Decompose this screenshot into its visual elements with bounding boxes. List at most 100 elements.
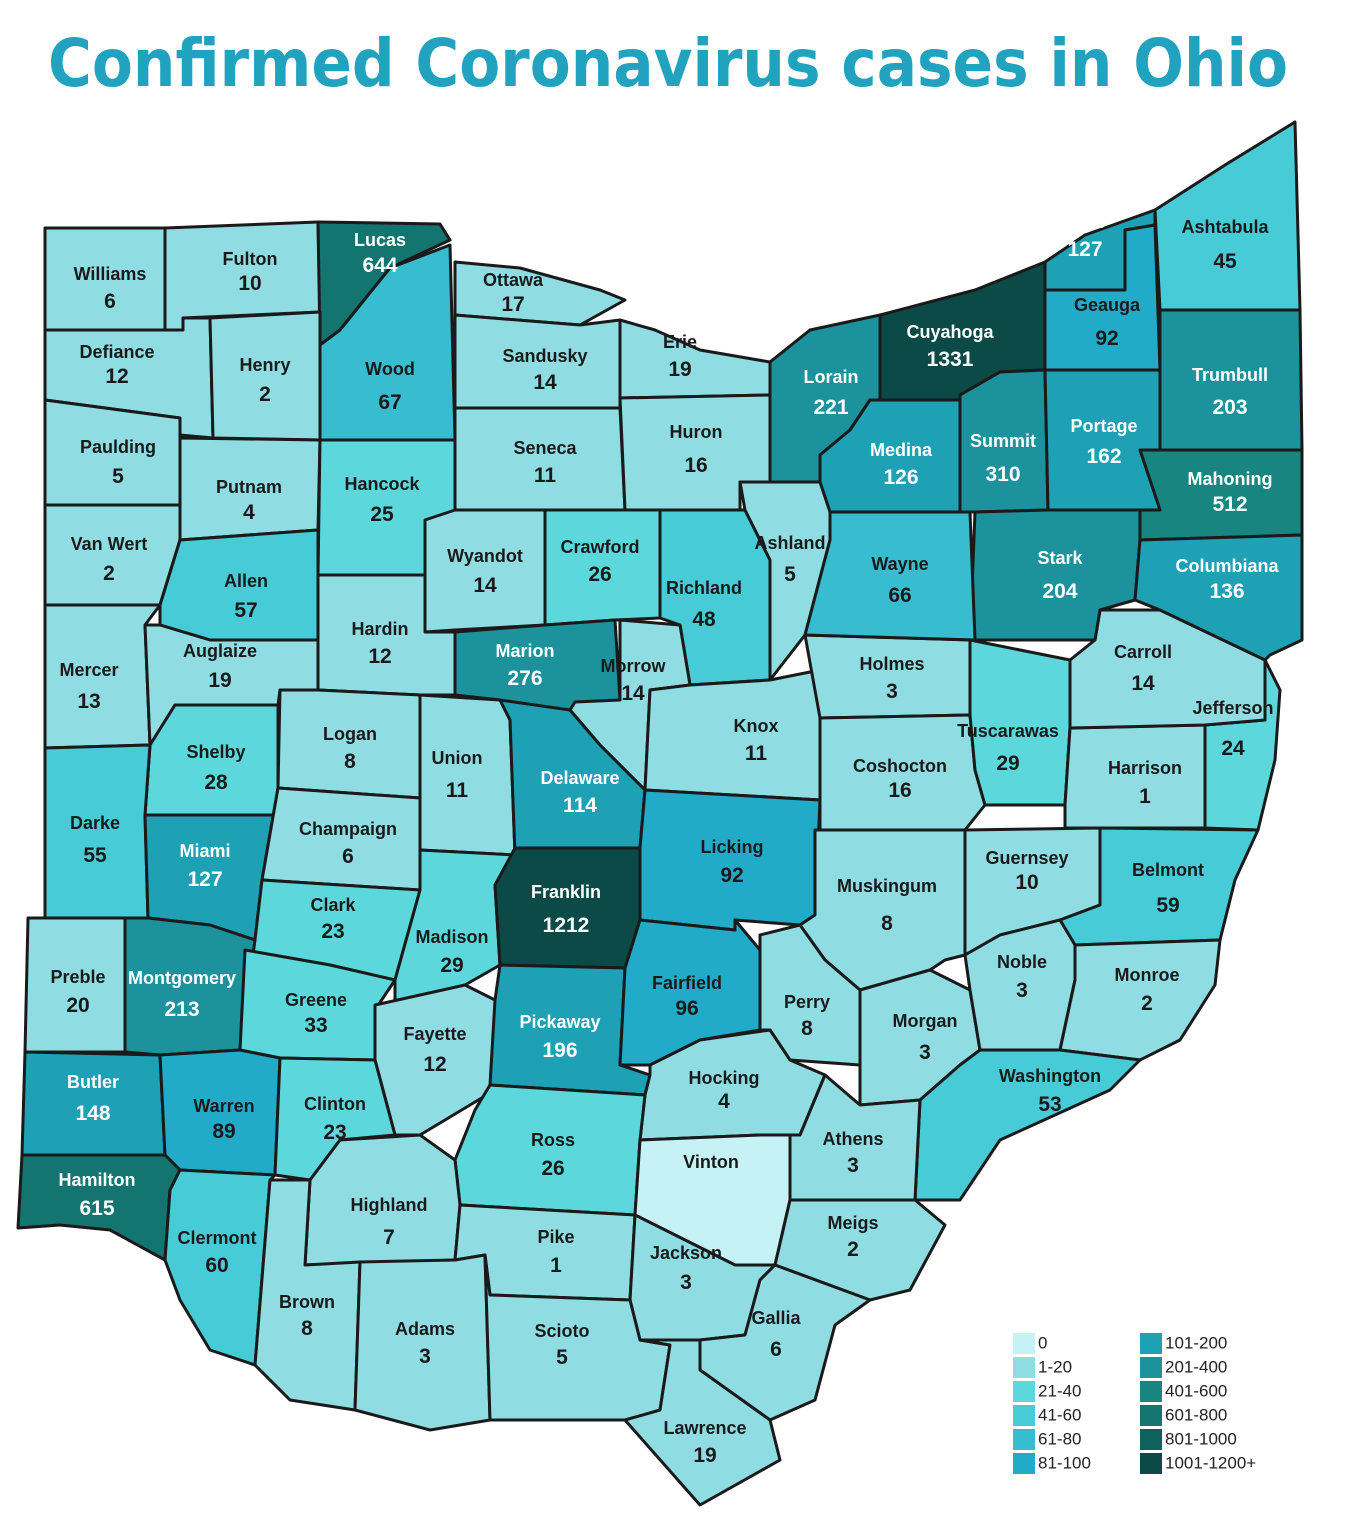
county-name: Clinton xyxy=(304,1094,366,1114)
county-name: Richland xyxy=(666,578,742,598)
county-value: 615 xyxy=(79,1197,114,1220)
county-value: 16 xyxy=(888,779,911,802)
county-name: Harrison xyxy=(1108,758,1182,778)
county-value: 1 xyxy=(550,1254,562,1277)
county-value: 8 xyxy=(881,912,893,935)
county-value: 213 xyxy=(164,998,199,1021)
county-name: Clermont xyxy=(177,1228,256,1248)
county-value: 20 xyxy=(66,994,89,1017)
county-name: Carroll xyxy=(1114,642,1172,662)
county-value: 60 xyxy=(205,1254,228,1277)
county-name: Wyandot xyxy=(447,546,523,566)
county-value: 89 xyxy=(212,1120,235,1143)
county-name: Van Wert xyxy=(71,534,148,554)
county-value: 92 xyxy=(1095,327,1118,350)
county-value: 6 xyxy=(770,1338,782,1361)
county-name: Tuscarawas xyxy=(957,721,1059,741)
county-name: Mahoning xyxy=(1188,469,1273,489)
county-value: 3 xyxy=(919,1041,931,1064)
county-name: Franklin xyxy=(531,882,601,902)
legend-swatch xyxy=(1013,1381,1035,1402)
county-value: 17 xyxy=(501,293,524,316)
legend-label: 1001-1200+ xyxy=(1165,1453,1256,1472)
county-value: 16 xyxy=(684,454,707,477)
county-name: Greene xyxy=(285,990,347,1010)
legend-swatch xyxy=(1140,1333,1162,1354)
county-value: 644 xyxy=(362,254,397,277)
county-name: Huron xyxy=(670,422,723,442)
county-value: 6 xyxy=(104,290,116,313)
county-value: 4 xyxy=(243,501,255,524)
county xyxy=(913,1048,1142,1202)
county-name: Highland xyxy=(351,1195,428,1215)
county-name: Lawrence xyxy=(663,1418,746,1438)
county-name: Licking xyxy=(700,837,763,857)
county-value: 10 xyxy=(238,272,261,295)
county-value: 204 xyxy=(1042,580,1077,603)
county-name: Knox xyxy=(734,716,779,736)
county-name: Miami xyxy=(179,841,230,861)
county xyxy=(208,310,322,442)
county xyxy=(643,668,822,802)
county-name: Vinton xyxy=(683,1152,739,1172)
county xyxy=(353,1253,492,1432)
county-value: 127 xyxy=(187,868,222,891)
county-name: Jefferson xyxy=(1192,698,1273,718)
county-value: 6 xyxy=(342,845,354,868)
county-value: 12 xyxy=(423,1053,446,1076)
county-name: Delaware xyxy=(540,768,619,788)
county-value: 24 xyxy=(1221,737,1245,760)
county-name: Muskingum xyxy=(837,876,937,896)
county-value: 8 xyxy=(801,1017,813,1040)
county-value: 12 xyxy=(105,365,128,388)
county xyxy=(493,846,642,970)
county-name: Cuyahoga xyxy=(906,322,994,342)
county xyxy=(623,1338,782,1507)
county-value: 2 xyxy=(1141,992,1153,1015)
county-name: Holmes xyxy=(859,654,924,674)
county-value: 13 xyxy=(77,690,100,713)
county-value: 96 xyxy=(675,997,698,1020)
county-name: Defiance xyxy=(79,342,154,362)
legend-swatch xyxy=(1140,1429,1162,1450)
county-value: 25 xyxy=(370,503,394,526)
county-value: 57 xyxy=(234,599,257,622)
county-name: Fulton xyxy=(223,249,278,269)
county-value: 148 xyxy=(75,1102,110,1125)
legend-swatch xyxy=(1013,1357,1035,1378)
legend-swatch xyxy=(1013,1429,1035,1450)
legend-label: 1-20 xyxy=(1038,1357,1072,1376)
county-name: Butler xyxy=(67,1072,119,1092)
legend-label: 801-1000 xyxy=(1165,1429,1237,1448)
county-value: 14 xyxy=(621,682,645,705)
county-name: Brown xyxy=(279,1292,335,1312)
county-name: Hardin xyxy=(351,619,408,639)
county-labels: Williams6Fulton10Lucas644Ottawa17Defianc… xyxy=(50,212,1279,1467)
county-name: Warren xyxy=(193,1096,254,1116)
county-value: 2 xyxy=(847,1238,859,1261)
county-value: 3 xyxy=(886,680,898,703)
legend-swatch xyxy=(1140,1381,1162,1402)
county xyxy=(276,688,422,800)
legend-swatch xyxy=(1140,1453,1162,1474)
county-value: 127 xyxy=(1067,238,1102,261)
county-value: 33 xyxy=(304,1014,327,1037)
county-name: Ashtabula xyxy=(1181,217,1269,237)
county-name: Fayette xyxy=(403,1024,466,1044)
county-name: Pike xyxy=(537,1227,574,1247)
county-name: Columbiana xyxy=(1175,556,1279,576)
counties xyxy=(16,120,1304,1507)
county-name: Madison xyxy=(415,927,488,947)
county-value: 23 xyxy=(321,920,344,943)
legend-label: 401-600 xyxy=(1165,1381,1227,1400)
county-value: 2 xyxy=(103,562,115,585)
county-name: Meigs xyxy=(827,1213,878,1233)
county-name: Williams xyxy=(74,264,147,284)
county-name: Ashland xyxy=(754,533,825,553)
legend-swatch xyxy=(1013,1453,1035,1474)
county-name: Pickaway xyxy=(519,1012,600,1032)
county-value: 1212 xyxy=(543,914,590,937)
legend-label: 0 xyxy=(1038,1333,1047,1352)
county xyxy=(543,508,662,627)
county xyxy=(1058,938,1222,1062)
